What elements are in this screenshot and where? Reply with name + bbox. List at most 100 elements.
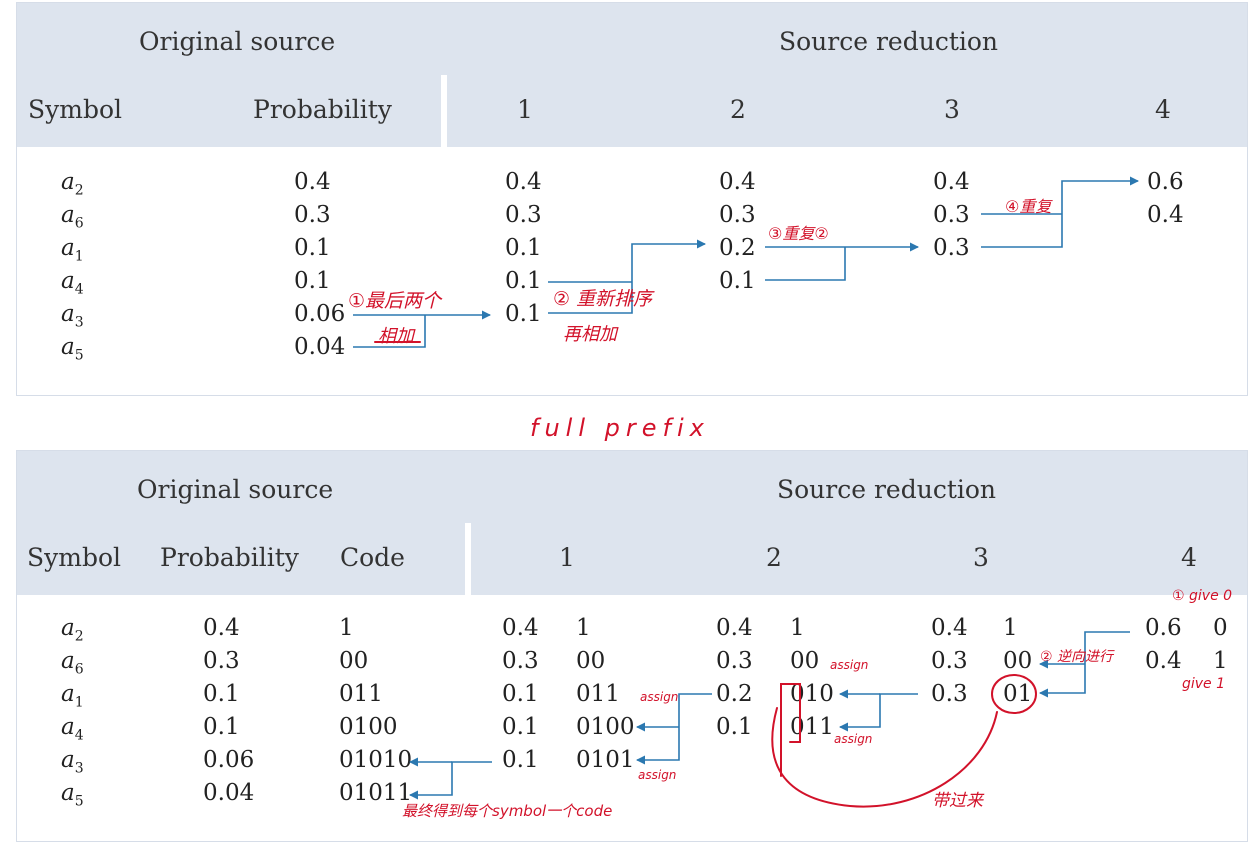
table2-divider: [465, 523, 471, 595]
table1-source-reduction-header: Source reduction: [779, 27, 999, 56]
circle-01: [991, 674, 1037, 714]
table1-prob: 0.04: [294, 334, 346, 360]
table2-code: 011: [339, 681, 383, 707]
table2-symbol: a1: [61, 681, 84, 711]
note-full-prefix: full prefix: [530, 414, 710, 442]
table1-header-band: [17, 3, 1247, 75]
table-source-reduction: Original source Source reduction Symbol …: [16, 2, 1248, 396]
table2-prob: 0.06: [203, 747, 255, 773]
table2-r3-prob: 0.3: [931, 648, 968, 674]
table1-symbol: a3: [61, 301, 84, 331]
note-assign-1: assign: [640, 690, 679, 704]
table1-prob: 0.1: [294, 268, 331, 294]
table2-r1-prob: 0.1: [502, 714, 539, 740]
table1-r4-value: 0.6: [1147, 169, 1184, 195]
table2-r2-prob: 0.3: [716, 648, 753, 674]
table1-symbol: a6: [61, 202, 84, 232]
table-huffman-code-assignment: Original source Source reduction Symbol …: [16, 450, 1248, 842]
table2-col-1: 1: [559, 543, 575, 572]
table1-prob: 0.1: [294, 235, 331, 261]
table1-r4-value: 0.4: [1147, 202, 1184, 228]
table1-r2-value: 0.1: [719, 268, 756, 294]
table2-code: 01011: [339, 780, 413, 806]
table2-source-reduction-header: Source reduction: [777, 475, 997, 504]
table1-r1-value: 0.3: [505, 202, 542, 228]
table2-r4-code: 1: [1213, 648, 1228, 674]
table2-col-symbol: Symbol: [27, 543, 122, 572]
table2-r3-code: 1: [1003, 615, 1018, 641]
table2-prob: 0.4: [203, 615, 240, 641]
table2-r1-code: 1: [576, 615, 591, 641]
note-step1-line2: 相加: [378, 326, 414, 347]
table1-r3-value: 0.3: [933, 202, 970, 228]
curve-carried: [771, 707, 998, 808]
table1-col-symbol: Symbol: [28, 95, 123, 124]
table2-code: 00: [339, 648, 369, 674]
table1-r1-value: 0.1: [505, 268, 542, 294]
table2-prob: 0.1: [203, 714, 240, 740]
t2-split-arrow-2: [839, 693, 918, 732]
table2-r4-prob: 0.6: [1145, 615, 1182, 641]
table1-divider: [441, 75, 447, 147]
table2-code: 01010: [339, 747, 413, 773]
table2-symbol: a5: [61, 780, 84, 810]
table2-r3-prob: 0.4: [931, 615, 968, 641]
table2-r3-code: 00: [1003, 648, 1033, 674]
bracket-010-011: [780, 683, 801, 777]
table2-column-band: [17, 523, 1247, 595]
table1-prob: 0.3: [294, 202, 331, 228]
note-assign-4: assign: [638, 768, 677, 782]
table2-code: 1: [339, 615, 354, 641]
table1-symbol: a2: [61, 169, 84, 199]
table1-symbol: a5: [61, 334, 84, 364]
note-give0: ① give 0: [1172, 588, 1233, 604]
t1-merge-arrow-1: [353, 315, 490, 348]
table1-col-2: 2: [730, 95, 746, 124]
table2-prob: 0.3: [203, 648, 240, 674]
note-assign-3: assign: [834, 732, 873, 746]
table2-col-3: 3: [973, 543, 989, 572]
table1-col-1: 1: [517, 95, 533, 124]
t1-merge-arrow-3: [765, 247, 918, 281]
table2-r1-code: 0100: [576, 714, 635, 740]
note-step4: ④重复: [1005, 197, 1052, 216]
note-step1-line1: ①最后两个: [348, 290, 442, 312]
table1-r2-value: 0.4: [719, 169, 756, 195]
table1-column-band: [17, 75, 1247, 147]
table2-r2-prob: 0.4: [716, 615, 753, 641]
table2-symbol: a6: [61, 648, 84, 678]
note-give1: give 1: [1182, 676, 1226, 692]
table1-prob: 0.06: [294, 301, 346, 327]
note-carried: 带过来: [932, 791, 983, 811]
note-reverse: ② 逆向进行: [1040, 649, 1114, 665]
table1-prob: 0.4: [294, 169, 331, 195]
t1-merge-arrow-4: [981, 181, 1138, 248]
table2-r3-prob: 0.3: [931, 681, 968, 707]
table1-symbol: a1: [61, 235, 84, 265]
table1-r1-value: 0.1: [505, 301, 542, 327]
table1-r1-value: 0.4: [505, 169, 542, 195]
table2-r1-prob: 0.4: [502, 615, 539, 641]
table2-r3-code: 01: [1003, 681, 1033, 707]
table2-code: 0100: [339, 714, 398, 740]
table2-r1-code: 00: [576, 648, 606, 674]
table2-symbol: a2: [61, 615, 84, 645]
note-final: 最终得到每个symbol一个code: [402, 802, 613, 820]
note-step3: ③重复②: [768, 224, 829, 243]
table2-header-band: [17, 451, 1247, 523]
table2-r1-prob: 0.3: [502, 648, 539, 674]
table1-r2-value: 0.2: [719, 235, 756, 261]
table1-r3-value: 0.3: [933, 235, 970, 261]
table2-original-source-header: Original source: [137, 475, 334, 504]
table2-r2-code: 010: [790, 681, 834, 707]
table2-col-2: 2: [766, 543, 782, 572]
table1-r3-value: 0.4: [933, 169, 970, 195]
table1-col-4: 4: [1155, 95, 1171, 124]
note-assign-2: assign: [830, 658, 869, 672]
table2-r1-prob: 0.1: [502, 681, 539, 707]
table2-r1-prob: 0.1: [502, 747, 539, 773]
table2-symbol: a4: [61, 714, 84, 744]
table2-r2-prob: 0.2: [716, 681, 753, 707]
